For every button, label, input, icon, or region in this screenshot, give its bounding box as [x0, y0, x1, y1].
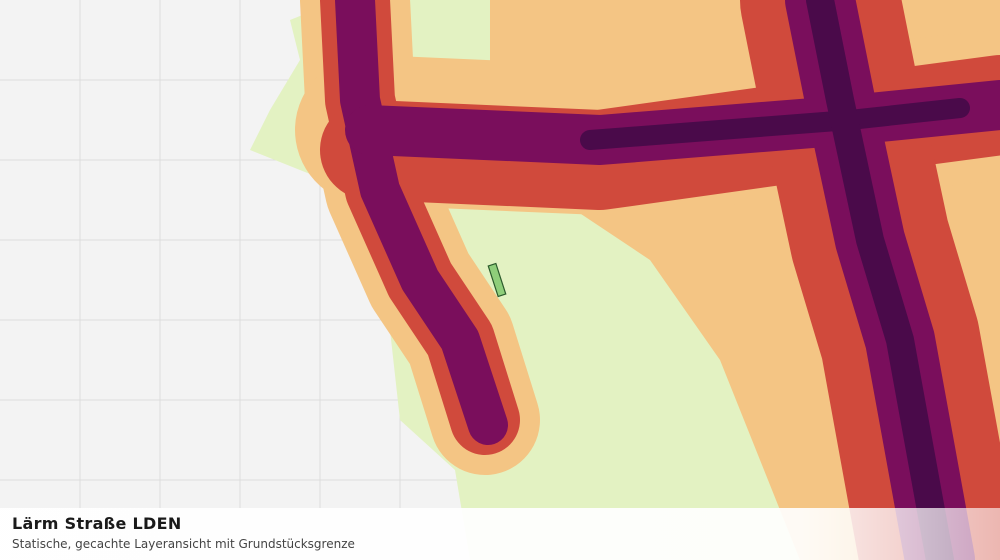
noise-bands [295, 0, 1000, 560]
layer-title: Lärm Straße LDEN [12, 514, 182, 533]
caption-bar: Lärm Straße LDEN Statische, gecachte Lay… [0, 508, 1000, 560]
layer-subtitle: Statische, gecachte Layeransicht mit Gru… [12, 537, 355, 551]
parcel-boundary [487, 262, 507, 298]
